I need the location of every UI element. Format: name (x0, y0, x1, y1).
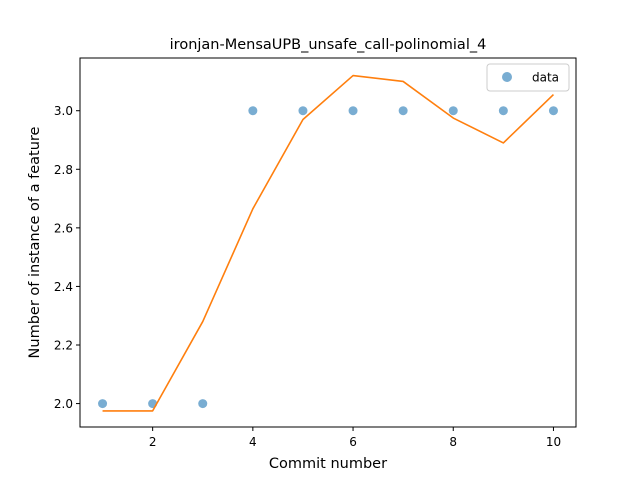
x-axis-ticks: 2 4 6 8 10 (149, 427, 561, 449)
y-tick-label: 3.0 (54, 104, 73, 118)
y-tick-label: 2.2 (54, 339, 73, 353)
y-tick-label: 2.4 (54, 280, 73, 294)
legend: data (486, 63, 570, 92)
data-point (548, 106, 558, 116)
y-axis-label: Number of instance of a feature (27, 126, 43, 358)
data-point (248, 106, 258, 116)
y-tick-label: 2.0 (54, 397, 73, 411)
axes-frame (79, 57, 577, 428)
chart-title: ironjan-MensaUPB_unsafe_call-polinomial_… (170, 37, 487, 53)
plot-area (98, 74, 558, 412)
x-tick-label: 2 (149, 435, 157, 449)
data-point (348, 106, 358, 116)
x-tick-label: 6 (349, 435, 357, 449)
legend-frame (486, 63, 570, 92)
y-tick-label: 2.6 (54, 221, 73, 235)
data-point (198, 399, 208, 409)
data-point (398, 106, 408, 116)
y-axis-ticks: 2.0 2.2 2.4 2.6 2.8 3.0 (54, 104, 80, 411)
x-tick-label: 4 (249, 435, 257, 449)
legend-marker-data (502, 72, 512, 82)
x-tick-label: 8 (449, 435, 457, 449)
data-point (448, 106, 458, 116)
data-point (298, 106, 308, 116)
x-axis-label: Commit number (269, 456, 387, 472)
y-tick-label: 2.8 (54, 163, 73, 177)
x-tick-label: 10 (546, 435, 561, 449)
data-point (498, 106, 508, 116)
legend-label-data: data (532, 71, 559, 85)
fit-line (102, 74, 555, 412)
data-point (98, 399, 108, 409)
